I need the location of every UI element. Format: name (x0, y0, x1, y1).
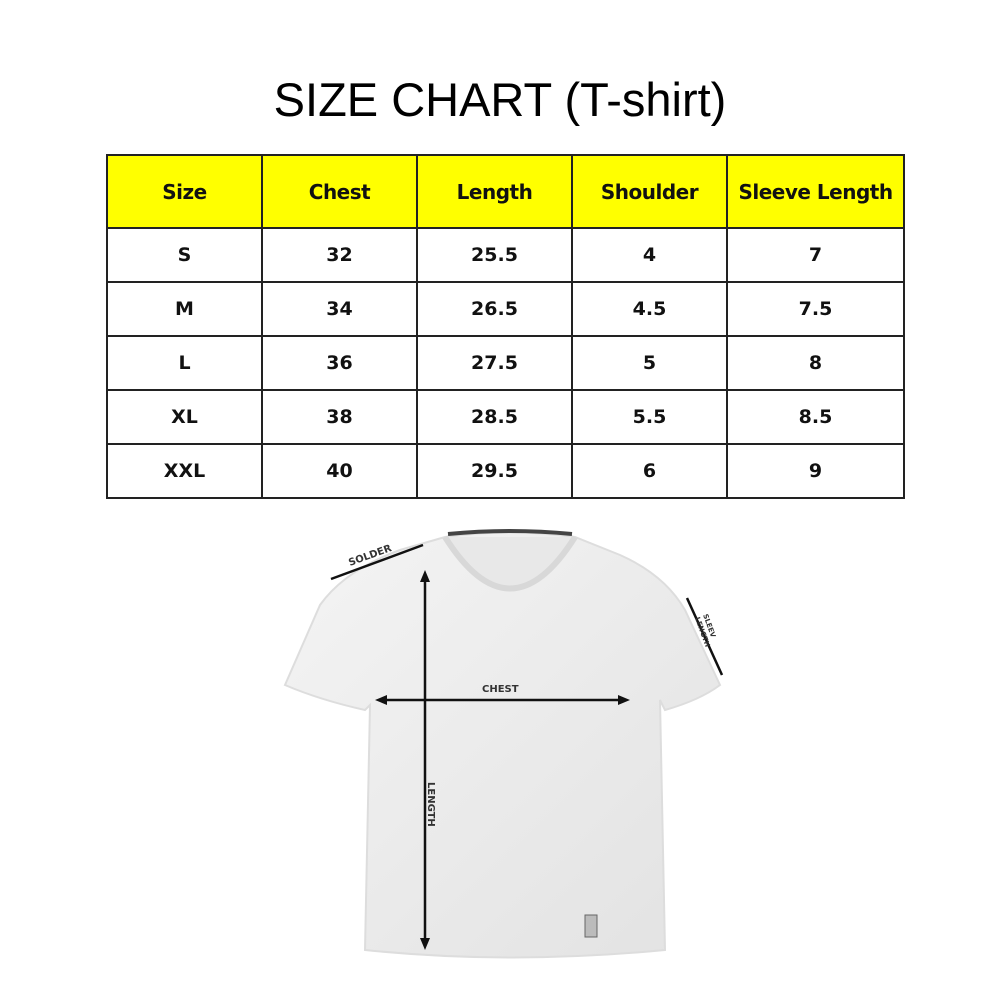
table-cell: 4 (571, 227, 728, 283)
table-cell: XXL (106, 443, 263, 499)
table-row: S 32 25.5 4 7 (106, 227, 905, 283)
chest-measure: CHEST (375, 684, 630, 705)
table-cell: 7 (726, 227, 905, 283)
table-cell: 4.5 (571, 281, 728, 337)
table-cell: 7.5 (726, 281, 905, 337)
column-header: Shoulder (571, 154, 728, 229)
table-cell: 27.5 (416, 335, 573, 391)
table-cell: 40 (261, 443, 418, 499)
table-cell: 8.5 (726, 389, 905, 445)
table-row: XXL 40 29.5 6 9 (106, 443, 905, 499)
table-cell: 25.5 (416, 227, 573, 283)
table-cell: M (106, 281, 263, 337)
size-table: Size Chest Length Shoulder Sleeve Length S 32… (106, 154, 905, 499)
column-header: Chest (261, 154, 418, 229)
tshirt-neckline (442, 535, 578, 592)
chest-label: CHEST (482, 684, 519, 695)
table-cell: 38 (261, 389, 418, 445)
table-cell: 26.5 (416, 281, 573, 337)
table-cell: 6 (571, 443, 728, 499)
table-cell: 8 (726, 335, 905, 391)
table-cell: XL (106, 389, 263, 445)
table-header-row: Size Chest Length Shoulder Sleeve Length (106, 154, 905, 229)
table-row: M 34 26.5 4.5 7.5 (106, 281, 905, 337)
column-header: Size (106, 154, 263, 229)
tshirt-body (283, 531, 722, 959)
table-cell: 29.5 (416, 443, 573, 499)
tshirt-diagram: SOLDER LENGTH CHEST SLEEV LENGTH (283, 529, 724, 959)
column-header: Length (416, 154, 573, 229)
table-row: L 36 27.5 5 8 (106, 335, 905, 391)
sleeve-measure: SLEEV LENGTH (685, 597, 724, 676)
table-cell: S (106, 227, 263, 283)
table-cell: 5.5 (571, 389, 728, 445)
table-row: XL 38 28.5 5.5 8.5 (106, 389, 905, 445)
column-header: Sleeve Length (726, 154, 905, 229)
length-label: LENGTH (425, 782, 436, 827)
table-cell: 32 (261, 227, 418, 283)
page-title: SIZE CHART (T-shirt) (273, 73, 727, 126)
table-cell: L (106, 335, 263, 391)
table-cell: 5 (571, 335, 728, 391)
table-cell: 36 (261, 335, 418, 391)
table-cell: 28.5 (416, 389, 573, 445)
length-measure: LENGTH (420, 570, 436, 950)
table-cell: 9 (726, 443, 905, 499)
table-cell: 34 (261, 281, 418, 337)
tshirt-tag (584, 914, 598, 938)
